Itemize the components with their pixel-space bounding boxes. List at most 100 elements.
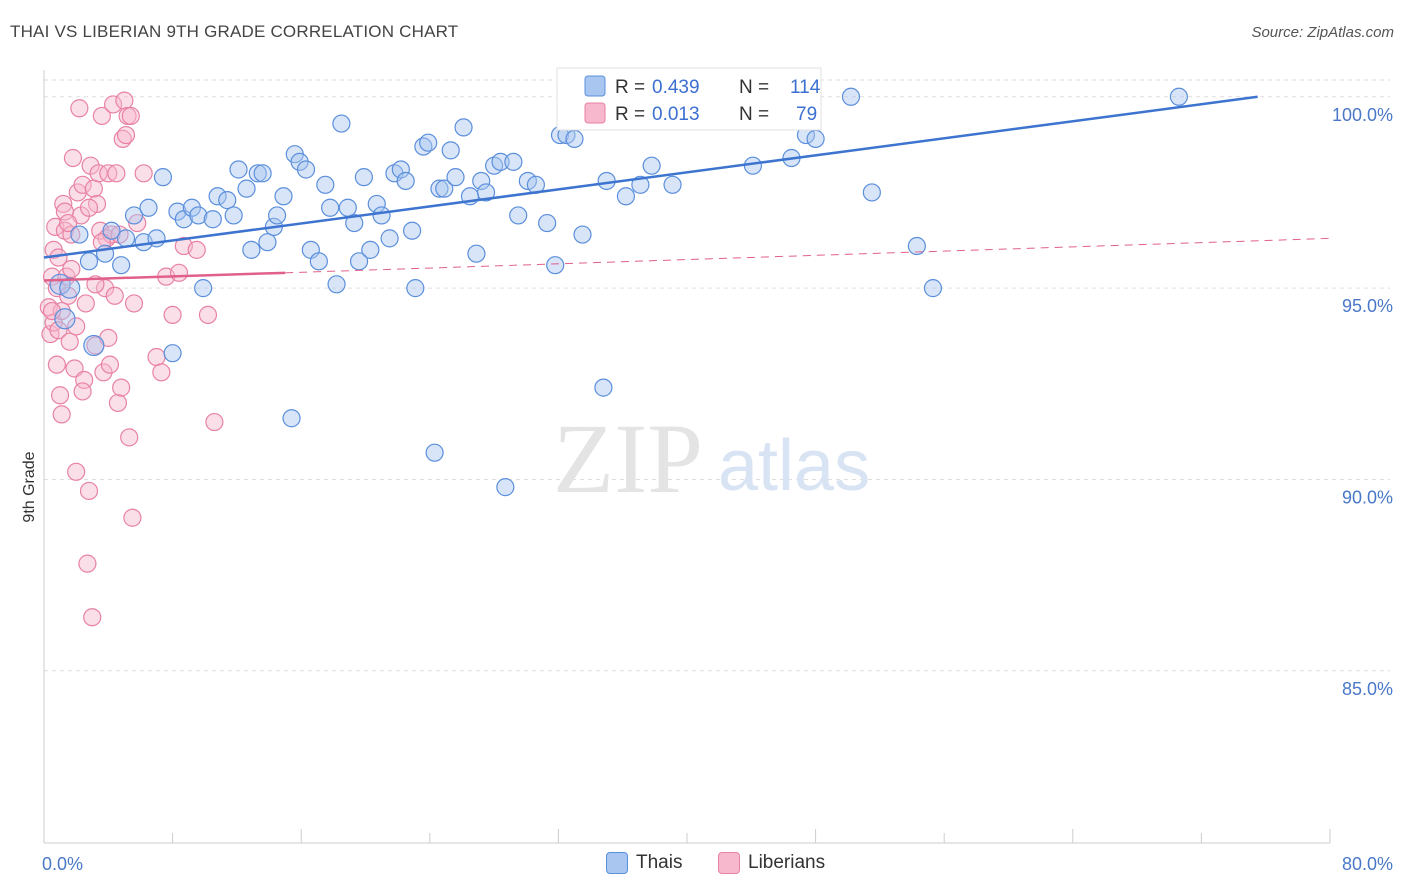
thai-point xyxy=(565,129,584,148)
lib-r-value: 0.013 xyxy=(652,104,700,125)
thai-point xyxy=(237,179,256,198)
liberian-point xyxy=(83,608,102,627)
thai-point xyxy=(208,187,227,206)
legend-item-liberians: Liberians xyxy=(718,852,825,874)
thai-point xyxy=(841,87,861,106)
thai-point xyxy=(83,334,105,357)
liberians-trend-line xyxy=(43,271,286,282)
liberian-point xyxy=(120,428,139,447)
liberian-point xyxy=(84,179,103,198)
liberian-point xyxy=(79,198,99,217)
thai-point xyxy=(441,141,460,160)
liberian-point xyxy=(49,321,68,340)
liberian-point xyxy=(121,106,140,126)
thai-point xyxy=(194,279,213,298)
thai-point xyxy=(112,256,131,275)
liberians-points xyxy=(39,91,224,627)
liberian-point xyxy=(187,240,206,259)
liberian-point xyxy=(60,332,79,351)
thai-point xyxy=(189,206,208,225)
axes xyxy=(43,70,1331,844)
liberians-trend-extension xyxy=(285,237,1331,274)
liberian-point xyxy=(147,347,166,367)
liberian-point xyxy=(107,164,126,183)
thai-point xyxy=(59,277,81,299)
thai-point xyxy=(372,206,391,225)
liberian-point xyxy=(169,263,189,282)
thai-legend-swatch xyxy=(584,75,606,97)
thai-point xyxy=(406,279,425,298)
thai-point xyxy=(509,206,528,225)
thai-point xyxy=(806,129,825,148)
liberian-point xyxy=(42,301,62,321)
lib-legend-swatch xyxy=(584,102,606,124)
liberian-point xyxy=(76,294,95,313)
thai-point xyxy=(361,240,380,259)
thai-point xyxy=(538,213,557,233)
thai-point xyxy=(309,252,328,271)
thai-point xyxy=(316,175,335,194)
thai-point xyxy=(327,275,346,294)
thai-point xyxy=(345,213,364,233)
thai-point xyxy=(546,256,565,275)
thai-point xyxy=(218,191,237,210)
liberian-point xyxy=(163,305,182,325)
liberian-point xyxy=(47,355,66,374)
liberian-point xyxy=(59,213,78,233)
liberian-point xyxy=(105,286,124,305)
liberian-point xyxy=(50,386,70,405)
thai-n-value: 114 xyxy=(790,77,821,98)
thai-point xyxy=(491,152,510,171)
legend-item-thais: Thais xyxy=(606,852,682,874)
thai-point xyxy=(224,206,243,225)
thai-point xyxy=(923,279,943,298)
y-tick-label-95: 95.0% xyxy=(1342,296,1393,316)
liberian-point xyxy=(116,125,136,145)
thai-point xyxy=(79,252,99,271)
thai-point xyxy=(391,160,410,179)
thai-point xyxy=(435,179,454,198)
liberian-point xyxy=(54,194,73,214)
thai-point xyxy=(124,206,144,225)
thai-point xyxy=(419,133,438,152)
thai-point xyxy=(54,308,76,330)
thai-point xyxy=(274,187,293,206)
thai-point xyxy=(332,114,351,133)
thais-legend-label: Thais xyxy=(636,852,683,873)
watermark-zip: ZIP xyxy=(553,403,703,514)
thai-point xyxy=(229,160,248,179)
thai-point xyxy=(153,168,173,187)
thai-point xyxy=(258,233,277,252)
thai-point xyxy=(354,168,373,187)
x-tick-label-min: 0.0% xyxy=(42,854,83,874)
thai-point xyxy=(380,229,399,248)
liberian-point xyxy=(112,378,131,397)
liberian-point xyxy=(205,412,224,432)
liberian-point xyxy=(73,175,92,194)
thai-point xyxy=(425,443,444,462)
thai-point xyxy=(338,198,357,217)
liberian-point xyxy=(198,305,218,325)
x-tick-label-max: 80.0% xyxy=(1342,854,1393,874)
watermark-atlas: atlas xyxy=(718,426,870,506)
thai-point xyxy=(321,198,340,217)
trend-lines xyxy=(43,95,1331,282)
thai-point xyxy=(631,175,650,194)
y-tick-label-85: 85.0% xyxy=(1342,679,1393,699)
chart-title: THAI VS LIBERIAN 9TH GRADE CORRELATION C… xyxy=(10,22,459,41)
thai-point xyxy=(504,152,523,171)
thai-r-label: R = xyxy=(615,77,645,98)
watermark: ZIP atlas xyxy=(553,403,870,514)
y-tick-label-90: 90.0% xyxy=(1342,487,1393,507)
thai-point xyxy=(296,160,316,179)
thai-point xyxy=(139,198,158,217)
thai-point xyxy=(594,378,613,397)
thai-point xyxy=(573,225,592,244)
lib-n-value: 79 xyxy=(796,104,817,125)
liberian-point xyxy=(67,317,86,336)
series-legend: Thais Liberians xyxy=(0,850,1406,880)
thai-point xyxy=(663,175,682,194)
thai-point xyxy=(446,168,465,187)
liberian-point xyxy=(52,405,71,424)
liberian-point xyxy=(79,481,99,501)
